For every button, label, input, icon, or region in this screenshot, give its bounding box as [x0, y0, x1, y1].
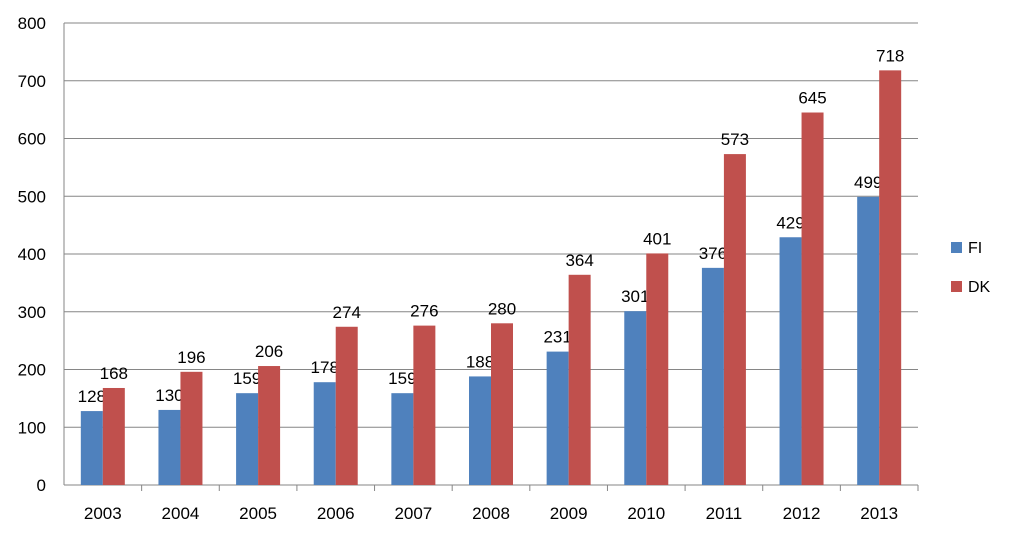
bar-fi: [236, 393, 259, 485]
data-label-dk: 401: [643, 229, 671, 248]
bar-fi: [546, 351, 569, 485]
bar-dk: [646, 253, 669, 485]
bar-dk: [723, 154, 746, 485]
data-label-dk: 276: [410, 302, 438, 321]
bar-fi: [469, 376, 491, 485]
x-tick-label: 2009: [550, 504, 588, 523]
x-tick-label: 2007: [394, 504, 432, 523]
data-label-dk: 274: [333, 303, 361, 322]
legend-swatch-fi: [951, 242, 962, 253]
bar-fi: [701, 267, 724, 485]
data-label-fi: 301: [621, 287, 649, 306]
y-tick-label: 200: [18, 361, 46, 380]
bar-dk: [568, 274, 591, 485]
y-tick-label: 500: [18, 187, 46, 206]
data-label-dk: 280: [488, 299, 516, 318]
data-label-dk: 718: [876, 46, 904, 65]
y-tick-label: 100: [18, 418, 46, 437]
x-tick-label: 2004: [162, 504, 200, 523]
bar-dk: [879, 70, 902, 485]
y-tick-label: 0: [37, 476, 46, 495]
x-tick-label: 2008: [472, 504, 510, 523]
x-tick-label: 2003: [84, 504, 122, 523]
data-label-fi: 128: [78, 387, 106, 406]
data-label-fi: 159: [233, 369, 261, 388]
y-tick-label: 600: [18, 130, 46, 149]
bar-fi: [158, 409, 181, 485]
y-tick-label: 800: [18, 14, 46, 33]
legend-label-fi: FI: [968, 240, 982, 257]
x-tick-label: 2005: [239, 504, 277, 523]
data-label-fi: 159: [388, 369, 416, 388]
data-label-dk: 573: [721, 130, 749, 149]
y-tick-label: 700: [18, 72, 46, 91]
x-tick-label: 2012: [783, 504, 821, 523]
data-label-fi: 499: [854, 173, 882, 192]
y-tick-label: 400: [18, 245, 46, 264]
x-tick-label: 2013: [860, 504, 898, 523]
x-tick-label: 2010: [627, 504, 665, 523]
bar-dk: [413, 325, 436, 485]
data-label-fi: 231: [543, 328, 571, 347]
x-tick-label: 2011: [706, 504, 743, 523]
legend-label-dk: DK: [968, 279, 991, 296]
data-label-fi: 130: [155, 386, 183, 405]
bar-dk: [180, 371, 203, 485]
x-tick-label: 2006: [317, 504, 355, 523]
data-label-dk: 364: [565, 251, 593, 270]
data-label-dk: 206: [255, 342, 283, 361]
bar-dk: [258, 366, 281, 485]
bar-fi: [391, 393, 414, 485]
legend-swatch-dk: [951, 281, 962, 292]
bar-dk: [491, 323, 513, 485]
y-tick-label: 300: [18, 303, 46, 322]
bar-dk: [801, 112, 824, 485]
bar-fi: [857, 196, 880, 485]
bar-fi: [313, 382, 336, 485]
bar-fi: [80, 411, 103, 485]
data-label-dk: 196: [177, 348, 205, 367]
data-label-fi: 178: [311, 358, 339, 377]
bar-fi: [779, 237, 802, 485]
bar-dk: [102, 387, 125, 485]
bar-fi: [624, 311, 647, 485]
data-label-fi: 429: [776, 213, 804, 232]
data-label-fi: 376: [699, 244, 727, 263]
data-label-dk: 168: [100, 364, 128, 383]
data-label-dk: 645: [798, 89, 826, 108]
data-label-fi: 188: [466, 352, 494, 371]
bar-dk: [335, 326, 358, 485]
